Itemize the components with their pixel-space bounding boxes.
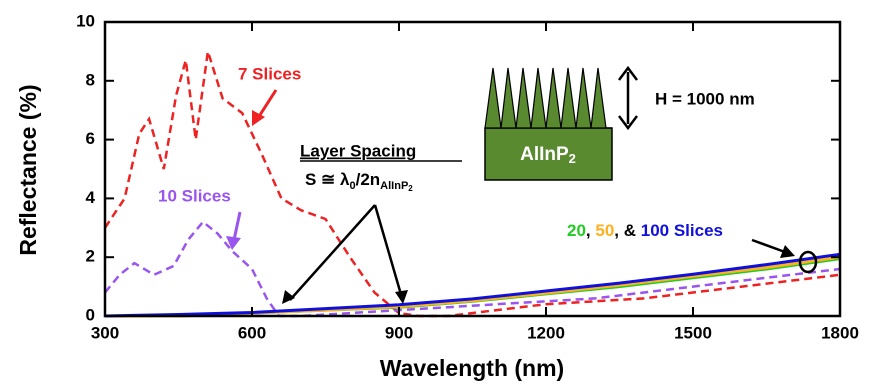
nanocone-inset: H = 1000 nm AlInP2 (484, 65, 755, 181)
series-label: 20, 50, & 100 Slices (567, 221, 723, 240)
y-tick-label: 2 (86, 247, 95, 266)
formula: S ≅ λ0/2nAlInP2 (305, 170, 413, 193)
series-label-50: 50 (595, 221, 614, 240)
y-tick-label: 10 (76, 11, 95, 30)
formula-mid: /2n (356, 170, 381, 189)
arrowhead (780, 245, 795, 258)
material-label: AlInP2 (520, 144, 576, 166)
series-line (105, 255, 841, 318)
material-text: AlInP (520, 144, 569, 165)
formula-sub: AlInP (380, 180, 408, 192)
y-tick-label: 4 (86, 188, 96, 207)
highlight-ellipse (798, 250, 818, 274)
series-label: 7 Slices (238, 64, 301, 83)
cones (484, 67, 612, 129)
separator: , & (614, 221, 640, 240)
x-tick-label: 1200 (527, 323, 565, 342)
height-arrowheads (618, 65, 638, 131)
x-tick-label: 300 (91, 323, 119, 342)
y-axis-label: Reflectance (%) (15, 84, 41, 255)
x-axis-label: Wavelength (nm) (380, 355, 564, 381)
substrate (484, 127, 613, 181)
series-line (103, 51, 841, 318)
series-line (104, 252, 841, 318)
series-line (104, 220, 841, 318)
height-label: H = 1000 nm (655, 89, 755, 108)
x-tick-label: 600 (238, 323, 266, 342)
layer-spacing-title: Layer Spacing (300, 141, 416, 160)
arrow (256, 89, 278, 119)
x-tick-label: 1800 (821, 323, 859, 342)
formula-main: S ≅ λ (305, 170, 350, 189)
arrow (232, 211, 242, 241)
y-tick-label: 0 (86, 305, 95, 324)
plot-frame (103, 20, 842, 318)
series-label-100: 100 Slices (641, 221, 723, 240)
x-tick-label: 900 (385, 323, 413, 342)
x-tick-label: 1500 (674, 323, 712, 342)
plot-lines (103, 51, 841, 318)
y-tick-label: 6 (86, 129, 95, 148)
series-label: 10 Slices (158, 186, 231, 205)
formula-sub: 2 (408, 184, 413, 193)
arrowhead (282, 290, 408, 304)
arrowhead (252, 110, 265, 126)
arrow (289, 204, 404, 301)
series-label-20: 20 (567, 221, 586, 240)
y-tick-label: 8 (86, 70, 95, 89)
separator: , (586, 221, 595, 240)
formula-sub: 0 (349, 180, 355, 192)
material-sub: 2 (569, 151, 576, 166)
arrow (751, 238, 786, 254)
arrowhead (226, 236, 241, 250)
